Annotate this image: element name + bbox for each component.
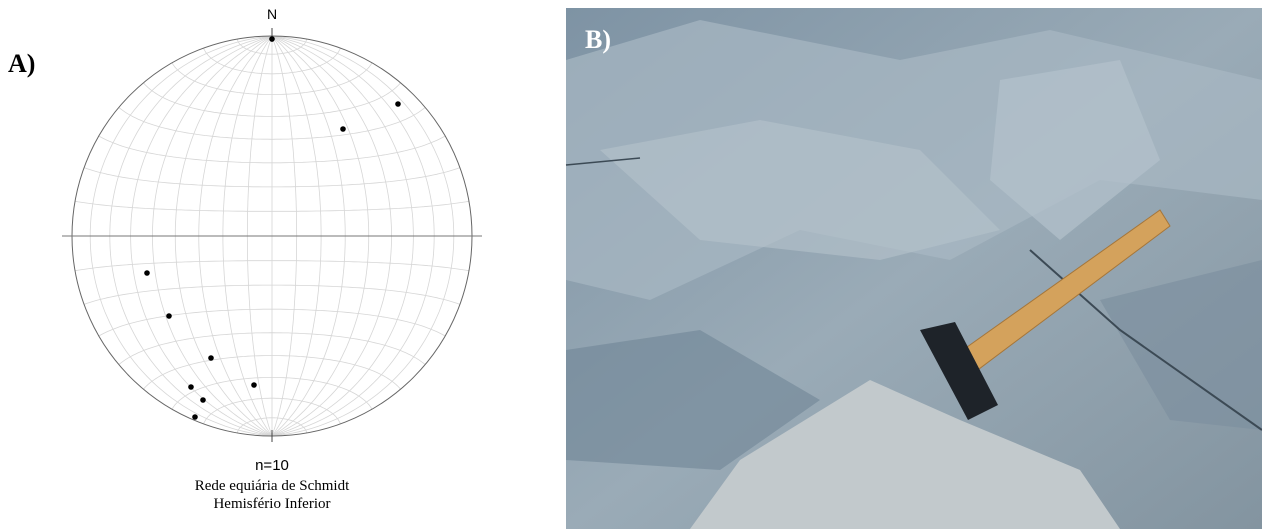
pole-point xyxy=(166,313,172,319)
panel-label: A) xyxy=(8,49,35,78)
net-line xyxy=(203,47,341,75)
pole-point xyxy=(269,36,275,42)
caption: Rede equiária de Schmidt xyxy=(195,478,350,494)
pole-point xyxy=(188,384,194,390)
net-line xyxy=(171,62,373,95)
pole-point xyxy=(144,270,150,276)
north-label: N xyxy=(267,6,277,22)
pole-point xyxy=(200,397,206,403)
annotation: n=10 xyxy=(255,457,289,474)
stereonet: N A) n=10 Rede equiária de Schmidt Hemisféri… xyxy=(8,6,482,512)
panel-label: B) xyxy=(585,25,611,54)
net-line xyxy=(236,38,308,55)
pole-point xyxy=(192,414,198,420)
pole-point xyxy=(208,355,214,361)
pole-point xyxy=(340,126,346,132)
photo: B) xyxy=(565,8,1262,529)
pole-point xyxy=(395,101,401,107)
pole-point xyxy=(251,382,257,388)
caption: Hemisfério Inferior xyxy=(213,496,330,512)
